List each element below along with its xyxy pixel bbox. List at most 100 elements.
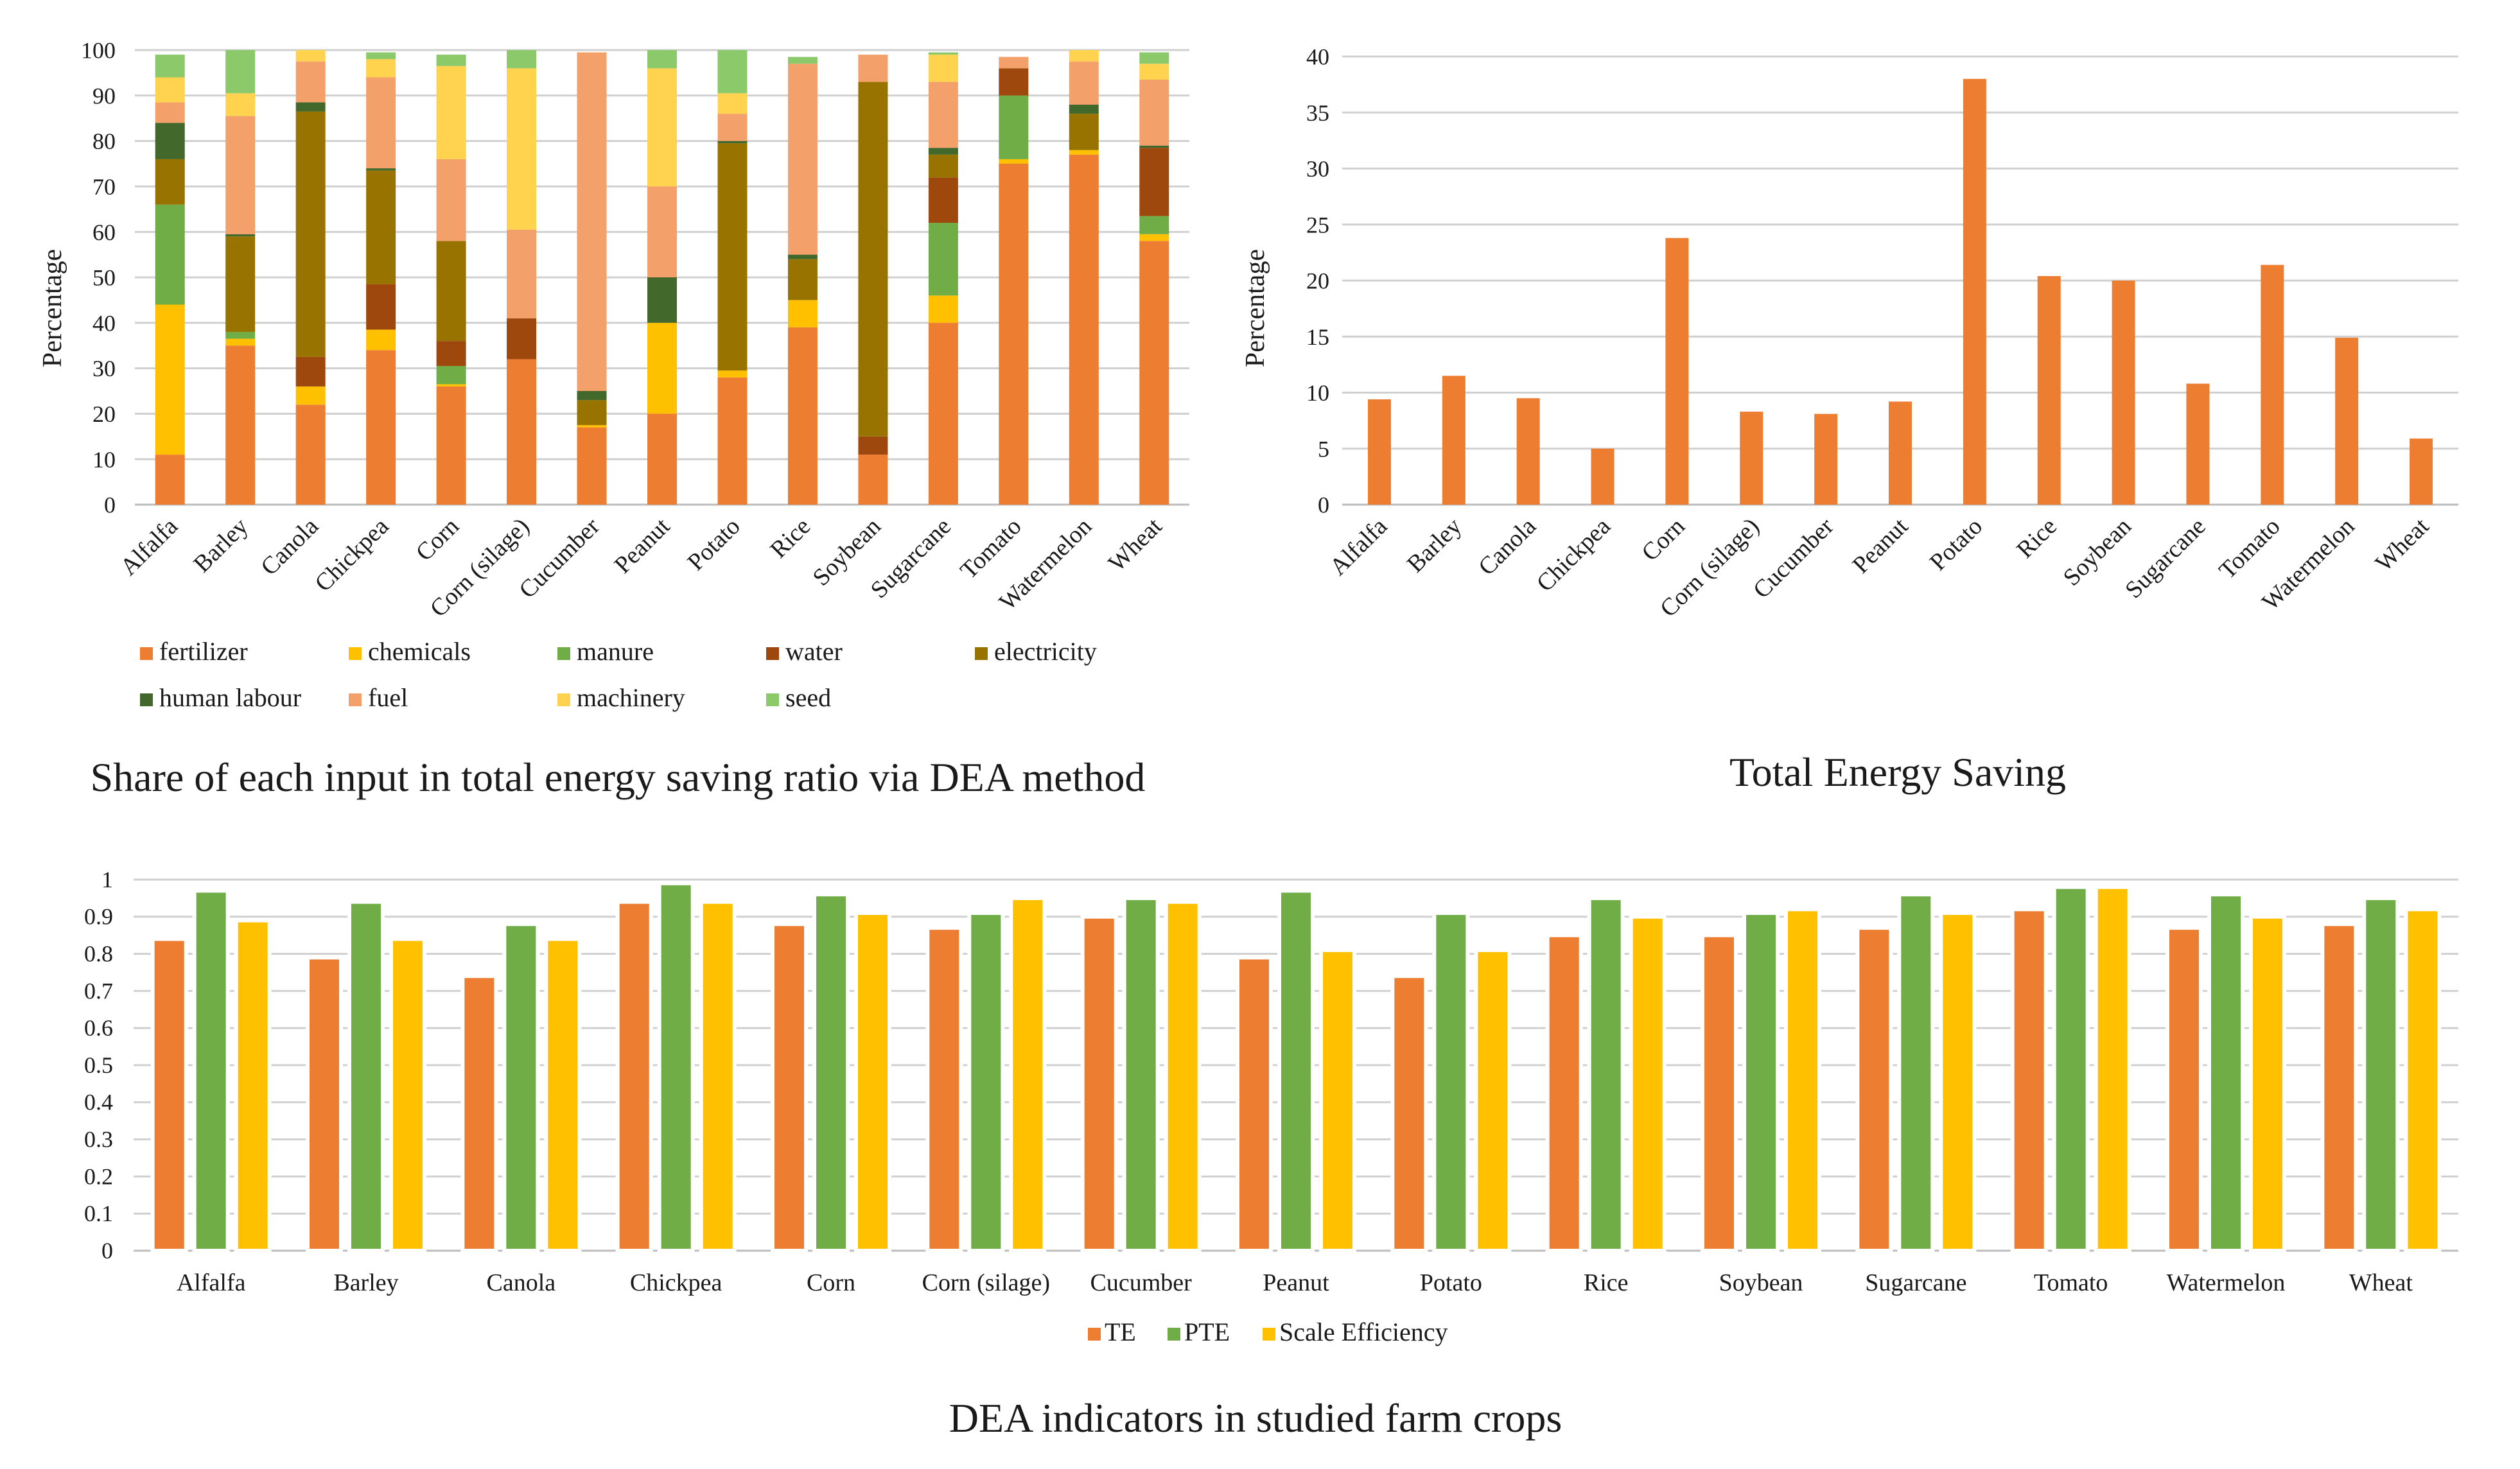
- y-tick-label: 40: [1306, 44, 1329, 70]
- bar-segment-water: [295, 356, 326, 387]
- legend-item-scale-efficiency: Scale Efficiency: [1263, 1317, 1448, 1346]
- bar-pte: [1122, 896, 1160, 1253]
- bar-segment-machinery: [1139, 64, 1169, 80]
- x-tick-label: Cucumber: [1748, 512, 1839, 604]
- bar-scale-efficiency: [1164, 900, 1202, 1253]
- bar-segment-fuel: [366, 77, 396, 169]
- bar-scale-efficiency: [234, 918, 272, 1253]
- bar-segment-machinery: [717, 93, 748, 114]
- y-tick-label: 50: [92, 265, 116, 291]
- bar-segment-machinery: [436, 65, 466, 159]
- bar-te: [1236, 955, 1273, 1253]
- bar-segment-electricity: [787, 259, 818, 300]
- x-tick-label: Chickpea: [1532, 513, 1616, 597]
- bar-segment-fertilizer: [436, 386, 466, 505]
- bar-te: [2166, 926, 2203, 1253]
- bar: [1367, 399, 1391, 505]
- y-tick-label: 0: [104, 492, 116, 518]
- y-tick-label: 15: [1306, 324, 1329, 350]
- bar: [1963, 78, 1986, 505]
- bar-te: [1701, 933, 1738, 1253]
- x-tick-label: Corn: [411, 513, 464, 566]
- legend-label: TE: [1105, 1317, 1136, 1346]
- legend-item-fertilizer: fertilizer: [140, 637, 248, 666]
- legend-swatch: [1088, 1328, 1101, 1341]
- x-tick-label: Wheat: [1103, 512, 1168, 577]
- bar-pte: [657, 881, 695, 1253]
- bar-segment-electricity: [928, 154, 958, 178]
- bar-segment-human-labour: [295, 102, 326, 112]
- legend-swatch: [975, 647, 988, 660]
- bar-segment-water: [1139, 148, 1169, 216]
- bar-scale-efficiency: [2094, 885, 2131, 1253]
- y-tick-label: 25: [1306, 212, 1329, 238]
- bar-te: [1855, 926, 1893, 1253]
- bar-segment-seed: [717, 50, 748, 94]
- legend-label: water: [785, 637, 843, 666]
- bar-segment-electricity: [717, 143, 748, 371]
- bar-segment-electricity: [155, 159, 185, 205]
- bar-te: [925, 926, 963, 1253]
- bar-pte: [2207, 892, 2244, 1253]
- stacked-input-share-chart: Percentage 0 10 20 30 40 50 60 70 80 90 100 Alfalf…: [38, 38, 1189, 800]
- bar-segment-chemicals: [999, 159, 1029, 164]
- legend-swatch: [766, 647, 779, 660]
- bar-segment-fuel: [155, 102, 185, 123]
- bar-segment-fertilizer: [858, 455, 888, 505]
- legend-label: seed: [785, 683, 831, 712]
- bar-scale-efficiency: [854, 911, 891, 1253]
- y-tick-label: 0.4: [84, 1090, 113, 1115]
- y-tick-label: 30: [1306, 156, 1329, 182]
- x-tick-label: Potato: [682, 513, 745, 576]
- bar: [1814, 413, 1838, 505]
- chart2-caption: Total Energy Saving: [1729, 749, 2066, 795]
- y-tick-label: 0.2: [84, 1163, 113, 1189]
- bar-segment-fertilizer: [507, 359, 537, 505]
- x-tick-label: Canola: [256, 513, 324, 581]
- y-tick-label: 0.8: [84, 941, 113, 967]
- bar-segment-fuel: [858, 55, 888, 82]
- bar-segment-fertilizer: [787, 327, 818, 505]
- bar-pte: [502, 922, 540, 1253]
- legend-item-water: water: [766, 637, 843, 666]
- bar-segment-human-labour: [366, 168, 396, 171]
- y-tick-label: 40: [92, 310, 116, 336]
- legend-label: machinery: [577, 683, 685, 712]
- bar-scale-efficiency: [2404, 907, 2442, 1253]
- x-tick-label: Peanut: [1263, 1269, 1329, 1296]
- bar-segment-fertilizer: [647, 413, 677, 505]
- x-tick-label: Wheat: [2370, 512, 2435, 577]
- chart2-ylabel: Percentage: [1241, 249, 1270, 367]
- bar-segment-fuel: [717, 114, 748, 141]
- bar: [2112, 281, 2135, 505]
- bar-te: [1390, 974, 1428, 1253]
- bar-segment-fertilizer: [717, 377, 748, 505]
- legend-swatch: [140, 647, 153, 660]
- bar-segment-water: [436, 341, 466, 367]
- x-tick-label: Rice: [765, 513, 816, 564]
- bar-segment-fertilizer: [225, 345, 256, 505]
- bar-segment-machinery: [647, 68, 677, 187]
- bar-segment-seed: [1139, 52, 1169, 64]
- legend-swatch: [1263, 1328, 1275, 1341]
- x-tick-label: Barley: [188, 513, 253, 578]
- y-tick-label: 0.5: [84, 1052, 113, 1078]
- legend-item-electricity: electricity: [975, 637, 1097, 666]
- bar-segment-water: [507, 318, 537, 360]
- bar-segment-human-labour: [577, 391, 607, 401]
- bar-segment-human-labour: [647, 277, 677, 323]
- y-tick-label: 30: [92, 356, 116, 381]
- x-tick-label: Canola: [1473, 513, 1541, 581]
- bar-segment-fuel: [436, 159, 466, 241]
- bar-segment-fuel: [787, 64, 818, 255]
- bar-te: [460, 974, 498, 1253]
- bar-pte: [192, 889, 230, 1253]
- legend-label: chemicals: [368, 637, 471, 666]
- bar-segment-chemicals: [1069, 150, 1099, 155]
- chart3-caption: DEA indicators in studied farm crops: [949, 1395, 1562, 1441]
- bar: [2335, 337, 2359, 505]
- y-tick-label: 0: [101, 1238, 113, 1264]
- bar-pte: [347, 900, 385, 1253]
- x-tick-label: Wheat: [2349, 1269, 2413, 1296]
- bar-segment-fertilizer: [1069, 154, 1099, 505]
